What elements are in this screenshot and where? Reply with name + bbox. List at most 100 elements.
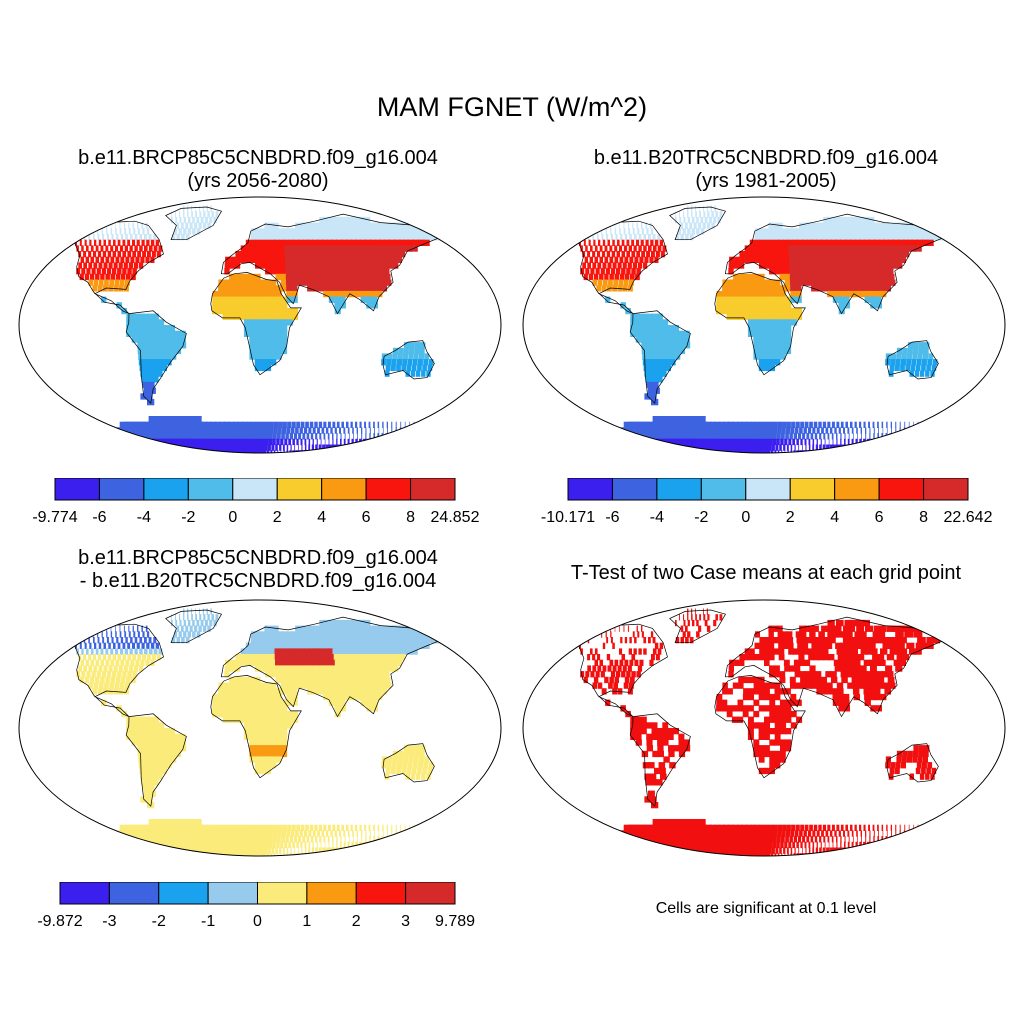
panel-title-line1: T-Test of two Case means at each grid po… xyxy=(570,562,962,584)
map-border xyxy=(522,196,1006,454)
colorbar-label: 2 xyxy=(352,913,361,930)
panel-title-line2: (yrs 1981-2005) xyxy=(695,170,837,192)
colorbar-box xyxy=(276,478,323,501)
coastline-northAmerica xyxy=(42,220,164,314)
colorbar-label: -4 xyxy=(650,509,664,526)
coastline-africa xyxy=(714,272,806,376)
colorbar-box xyxy=(923,478,969,501)
map-border xyxy=(522,599,1006,857)
panel-title-line1: b.e11.BRCP85C5CNBDRD.f09_g16.004 xyxy=(78,547,438,569)
map-top-right xyxy=(522,196,1006,454)
significance-note: Cells are significant at 0.1 level xyxy=(655,900,877,917)
colorbar-label: -10.171 xyxy=(541,509,595,526)
coastline-northAmerica xyxy=(42,623,164,717)
colorbar-label: 6 xyxy=(362,509,371,526)
coastline-southAmerica xyxy=(629,310,691,404)
map-top-left xyxy=(18,196,502,454)
colorbar-label: -9.872 xyxy=(37,913,82,930)
colorbar-box xyxy=(54,478,100,501)
colorbar-box xyxy=(158,882,209,905)
colorbar-label: 0 xyxy=(253,913,262,930)
colorbar-top-left: -9.774 -6 -4 -2 0 2 4 6 8 24.852 xyxy=(32,478,480,526)
panel-title-line1: b.e11.BRCP85C5CNBDRD.f09_g16.004 xyxy=(78,147,438,169)
coastline-northAmerica xyxy=(546,220,668,314)
colorbar-box xyxy=(98,478,145,501)
coastline-africa xyxy=(210,272,302,376)
colorbar-label: -3 xyxy=(102,913,116,930)
coastline-eurasia xyxy=(220,213,443,315)
colorbar-box xyxy=(789,478,836,501)
colorbar-label: -9.774 xyxy=(32,509,77,526)
colorbar-box xyxy=(232,478,278,501)
colorbar-box xyxy=(700,478,747,501)
colorbar-box xyxy=(143,478,189,501)
colorbar-label: -6 xyxy=(605,509,619,526)
colorbar-label: 0 xyxy=(741,509,750,526)
panel-title-bottom-left: b.e11.BRCP85C5CNBDRD.f09_g16.004 - b.e11… xyxy=(8,547,508,593)
colorbar-box xyxy=(745,478,791,501)
panel-title-top-left: b.e11.BRCP85C5CNBDRD.f09_g16.004 (yrs 20… xyxy=(8,147,508,193)
colorbar-box xyxy=(207,882,258,905)
coastline-northAmerica xyxy=(546,623,668,717)
colorbar-label: 0 xyxy=(228,509,237,526)
colorbar-label: 8 xyxy=(406,509,415,526)
colorbar-box xyxy=(878,478,925,501)
coastline-africa xyxy=(714,675,806,779)
panel-title-top-right: b.e11.B20TRC5CNBDRD.f09_g16.004 (yrs 198… xyxy=(516,147,1016,193)
coastline-africa xyxy=(210,675,302,779)
colorbar-label: -2 xyxy=(152,913,166,930)
panel-title-line2: (yrs 2056-2080) xyxy=(187,170,329,192)
colorbar-bottom-left: -9.872 -3 -2 -1 0 1 2 3 9.789 xyxy=(37,882,475,930)
coastline-australia xyxy=(886,340,939,380)
colorbar-box xyxy=(656,478,702,501)
coastline-southAmerica xyxy=(125,310,187,404)
colorbar-label: 4 xyxy=(830,509,839,526)
colorbar-box xyxy=(59,882,110,905)
panel-title-line1: b.e11.B20TRC5CNBDRD.f09_g16.004 xyxy=(593,147,939,169)
colorbar-box xyxy=(306,882,357,905)
coastline-greenland xyxy=(165,609,223,644)
panel-title-line2: - b.e11.B20TRC5CNBDRD.f09_g16.004 xyxy=(79,570,437,592)
colorbar-top-right: -10.171 -6 -4 -2 0 2 4 6 8 22.642 xyxy=(541,478,993,526)
colorbar-label: -2 xyxy=(694,509,708,526)
coastline-eurasia xyxy=(724,616,947,718)
colorbar-box xyxy=(355,882,407,905)
coastline-greenland xyxy=(669,206,727,241)
map-bottom-right xyxy=(522,599,1006,857)
coastline-southAmerica xyxy=(629,713,691,807)
colorbar-label: 2 xyxy=(786,509,795,526)
coastline-australia xyxy=(382,743,435,783)
colorbar-label: 6 xyxy=(875,509,884,526)
colorbar-label: -6 xyxy=(92,509,106,526)
colorbar-box xyxy=(405,882,456,905)
coastline-australia xyxy=(382,340,435,380)
colorbar-box xyxy=(321,478,367,501)
coastline-eurasia xyxy=(724,213,947,315)
coastline-greenland xyxy=(165,206,223,241)
panel-title-bottom-right: T-Test of two Case means at each grid po… xyxy=(516,562,1016,585)
colorbar-box xyxy=(611,478,658,501)
colorbar-label: 8 xyxy=(919,509,928,526)
colorbar-label: 24.852 xyxy=(431,509,480,526)
colorbar-label: 4 xyxy=(317,509,326,526)
colorbar-label: 2 xyxy=(273,509,282,526)
colorbar-label: 22.642 xyxy=(944,509,993,526)
colorbar-label: -2 xyxy=(181,509,195,526)
colorbar-label: -4 xyxy=(137,509,151,526)
coastline-eurasia xyxy=(220,616,443,718)
colorbar-label: 1 xyxy=(302,913,311,930)
coastline-australia xyxy=(886,743,939,783)
coastline-southAmerica xyxy=(125,713,187,807)
colorbar-box xyxy=(187,478,234,501)
colorbar-box xyxy=(365,478,412,501)
colorbar-box xyxy=(257,882,308,905)
colorbar-box xyxy=(834,478,880,501)
colorbar-label: 3 xyxy=(401,913,410,930)
map-border xyxy=(18,196,502,454)
map-border xyxy=(18,599,502,857)
colorbar-label: 9.789 xyxy=(435,913,475,930)
figure-title: MAM FGNET (W/m^2) xyxy=(376,92,648,122)
colorbar-label: -1 xyxy=(201,913,215,930)
colorbar-box xyxy=(567,478,613,501)
coastline-greenland xyxy=(669,609,727,644)
